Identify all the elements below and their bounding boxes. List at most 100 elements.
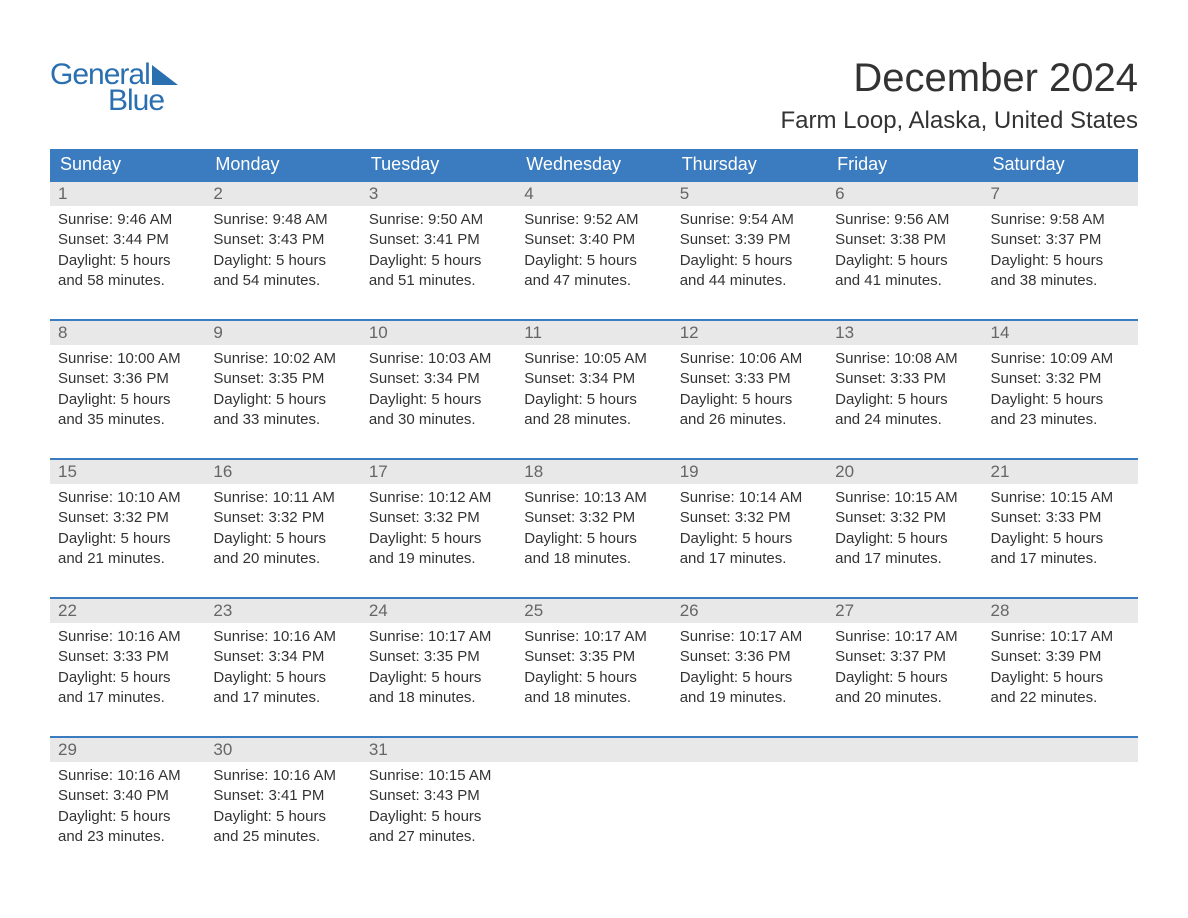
week-row: 29Sunrise: 10:16 AMSunset: 3:40 PMDaylig… [50,736,1138,875]
day-number: 14 [983,321,1138,345]
day-cell [827,736,982,875]
day-details: Sunrise: 10:15 AMSunset: 3:43 PMDaylight… [361,762,516,847]
dayhead-mon: Monday [205,149,360,180]
day-cell-inner: 13Sunrise: 10:08 AMSunset: 3:33 PMDaylig… [827,319,982,458]
day-details: Sunrise: 10:13 AMSunset: 3:32 PMDaylight… [516,484,671,569]
sunrise-text: Sunrise: 10:00 AM [58,349,197,369]
day-cell: 5Sunrise: 9:54 AMSunset: 3:39 PMDaylight… [672,180,827,319]
sunset-text: Sunset: 3:36 PM [680,647,819,667]
day-details: Sunrise: 9:58 AMSunset: 3:37 PMDaylight:… [983,206,1138,291]
sunset-text: Sunset: 3:32 PM [991,369,1130,389]
sunrise-text: Sunrise: 10:17 AM [680,627,819,647]
day-details: Sunrise: 9:56 AMSunset: 3:38 PMDaylight:… [827,206,982,291]
sunrise-text: Sunrise: 10:05 AM [524,349,663,369]
day-cell-inner: 18Sunrise: 10:13 AMSunset: 3:32 PMDaylig… [516,458,671,597]
sunset-text: Sunset: 3:44 PM [58,230,197,250]
day-cell: 29Sunrise: 10:16 AMSunset: 3:40 PMDaylig… [50,736,205,875]
daylight-line1: Daylight: 5 hours [835,668,974,688]
sunset-text: Sunset: 3:34 PM [369,369,508,389]
day-number: 2 [205,182,360,206]
day-cell-inner: 10Sunrise: 10:03 AMSunset: 3:34 PMDaylig… [361,319,516,458]
sunrise-text: Sunrise: 9:46 AM [58,210,197,230]
sunrise-text: Sunrise: 10:06 AM [680,349,819,369]
day-cell-inner: 22Sunrise: 10:16 AMSunset: 3:33 PMDaylig… [50,597,205,736]
sunrise-text: Sunrise: 10:09 AM [991,349,1130,369]
day-details: Sunrise: 10:11 AMSunset: 3:32 PMDaylight… [205,484,360,569]
sunrise-text: Sunrise: 9:54 AM [680,210,819,230]
sunrise-text: Sunrise: 10:02 AM [213,349,352,369]
titles: December 2024 Farm Loop, Alaska, United … [780,50,1138,135]
sunrise-text: Sunrise: 10:08 AM [835,349,974,369]
daylight-line2: and 21 minutes. [58,549,197,569]
daylight-line1: Daylight: 5 hours [369,807,508,827]
day-cell: 6Sunrise: 9:56 AMSunset: 3:38 PMDaylight… [827,180,982,319]
sunset-text: Sunset: 3:43 PM [369,786,508,806]
daylight-line1: Daylight: 5 hours [213,529,352,549]
daylight-line2: and 23 minutes. [58,827,197,847]
day-cell-inner: 6Sunrise: 9:56 AMSunset: 3:38 PMDaylight… [827,180,982,319]
day-cell-inner: 8Sunrise: 10:00 AMSunset: 3:36 PMDayligh… [50,319,205,458]
sunset-text: Sunset: 3:32 PM [680,508,819,528]
day-details: Sunrise: 9:46 AMSunset: 3:44 PMDaylight:… [50,206,205,291]
day-cell-inner: 3Sunrise: 9:50 AMSunset: 3:41 PMDaylight… [361,180,516,319]
sunset-text: Sunset: 3:33 PM [835,369,974,389]
day-cell-inner: 9Sunrise: 10:02 AMSunset: 3:35 PMDayligh… [205,319,360,458]
daylight-line2: and 38 minutes. [991,271,1130,291]
day-header-row: Sunday Monday Tuesday Wednesday Thursday… [50,149,1138,180]
month-title: December 2024 [780,56,1138,101]
daylight-line1: Daylight: 5 hours [58,807,197,827]
daylight-line1: Daylight: 5 hours [835,251,974,271]
location-subtitle: Farm Loop, Alaska, United States [780,107,1138,135]
day-details: Sunrise: 10:15 AMSunset: 3:33 PMDaylight… [983,484,1138,569]
sunset-text: Sunset: 3:34 PM [213,647,352,667]
daylight-line2: and 58 minutes. [58,271,197,291]
daylight-line1: Daylight: 5 hours [680,529,819,549]
daylight-line1: Daylight: 5 hours [213,668,352,688]
dayhead-thu: Thursday [672,149,827,180]
daylight-line2: and 17 minutes. [680,549,819,569]
day-cell-inner: 14Sunrise: 10:09 AMSunset: 3:32 PMDaylig… [983,319,1138,458]
flag-icon [152,65,178,85]
day-number: 29 [50,738,205,762]
day-details: Sunrise: 10:03 AMSunset: 3:34 PMDaylight… [361,345,516,430]
day-number: 20 [827,460,982,484]
day-cell: 2Sunrise: 9:48 AMSunset: 3:43 PMDaylight… [205,180,360,319]
daylight-line2: and 17 minutes. [835,549,974,569]
day-cell-inner: 7Sunrise: 9:58 AMSunset: 3:37 PMDaylight… [983,180,1138,319]
day-details: Sunrise: 9:48 AMSunset: 3:43 PMDaylight:… [205,206,360,291]
daylight-line1: Daylight: 5 hours [680,390,819,410]
day-number: 7 [983,182,1138,206]
day-cell: 8Sunrise: 10:00 AMSunset: 3:36 PMDayligh… [50,319,205,458]
sunset-text: Sunset: 3:33 PM [680,369,819,389]
daylight-line1: Daylight: 5 hours [213,390,352,410]
day-number: 24 [361,599,516,623]
day-cell: 23Sunrise: 10:16 AMSunset: 3:34 PMDaylig… [205,597,360,736]
sunrise-text: Sunrise: 10:16 AM [58,627,197,647]
daylight-line1: Daylight: 5 hours [58,390,197,410]
day-cell-inner: 12Sunrise: 10:06 AMSunset: 3:33 PMDaylig… [672,319,827,458]
day-number: 11 [516,321,671,345]
sunrise-text: Sunrise: 10:17 AM [835,627,974,647]
dayhead-tue: Tuesday [361,149,516,180]
daylight-line1: Daylight: 5 hours [213,807,352,827]
daylight-line1: Daylight: 5 hours [991,251,1130,271]
day-number: 9 [205,321,360,345]
brand-logo: General Blue [50,50,178,118]
daylight-line1: Daylight: 5 hours [369,668,508,688]
day-details: Sunrise: 9:54 AMSunset: 3:39 PMDaylight:… [672,206,827,291]
day-details: Sunrise: 10:16 AMSunset: 3:34 PMDaylight… [205,623,360,708]
day-cell-inner: 17Sunrise: 10:12 AMSunset: 3:32 PMDaylig… [361,458,516,597]
week-row: 8Sunrise: 10:00 AMSunset: 3:36 PMDayligh… [50,319,1138,458]
sunset-text: Sunset: 3:32 PM [58,508,197,528]
day-details: Sunrise: 10:09 AMSunset: 3:32 PMDaylight… [983,345,1138,430]
day-number: 21 [983,460,1138,484]
empty-cell [672,736,827,762]
day-cell: 18Sunrise: 10:13 AMSunset: 3:32 PMDaylig… [516,458,671,597]
daylight-line1: Daylight: 5 hours [524,668,663,688]
day-details: Sunrise: 10:02 AMSunset: 3:35 PMDaylight… [205,345,360,430]
day-details: Sunrise: 10:16 AMSunset: 3:41 PMDaylight… [205,762,360,847]
sunrise-text: Sunrise: 10:12 AM [369,488,508,508]
sunset-text: Sunset: 3:39 PM [991,647,1130,667]
sunrise-text: Sunrise: 10:17 AM [991,627,1130,647]
sunset-text: Sunset: 3:35 PM [524,647,663,667]
